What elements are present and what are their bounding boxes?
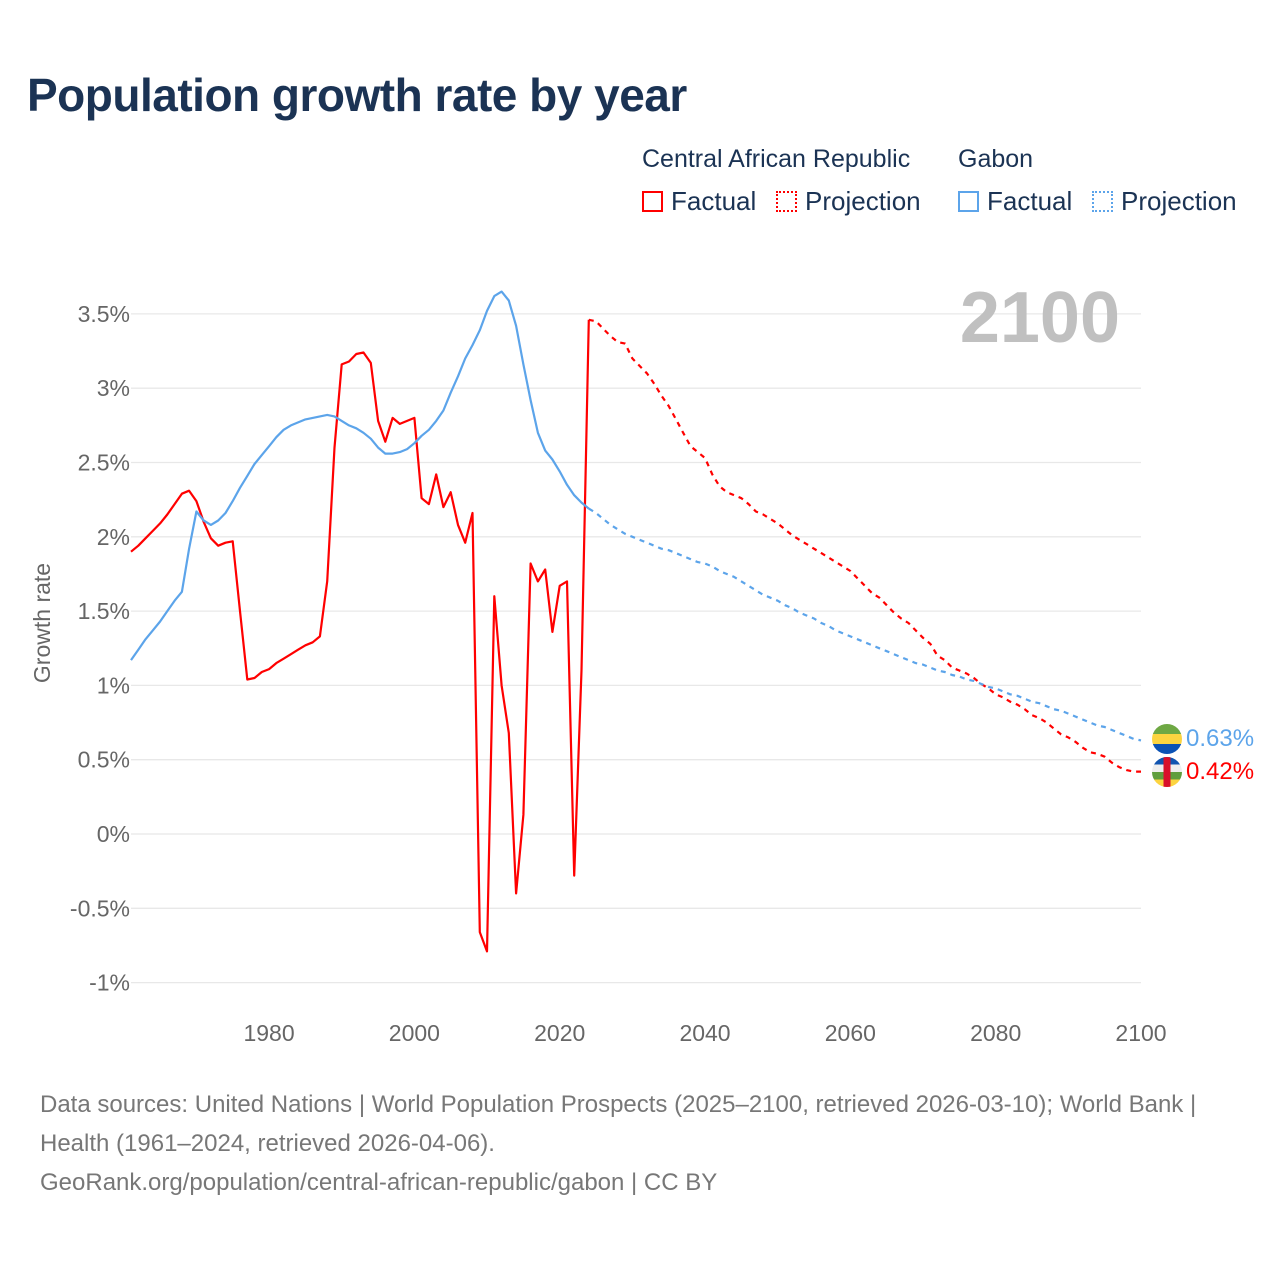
central-african-republic-flag-icon	[1152, 757, 1182, 787]
chart-title: Population growth rate by year	[27, 69, 687, 121]
x-tick-label: 2040	[679, 1020, 730, 1046]
legend-country-car: Central African Republic	[642, 145, 911, 173]
x-tick-label: 2080	[970, 1020, 1021, 1046]
gabon-factual-line	[130, 290, 590, 661]
gabon-projection-line	[588, 507, 1142, 742]
y-tick-label: 0%	[97, 821, 130, 847]
gabon-flag-icon	[1152, 724, 1182, 754]
y-tick-label: 3.5%	[78, 301, 130, 327]
y-axis-label: Growth rate	[29, 563, 55, 683]
attribution-link[interactable]: GeoRank.org/population/central-african-r…	[40, 1169, 718, 1196]
legend-car-factual[interactable]: Factual	[642, 186, 756, 217]
car-factual-line	[130, 319, 590, 953]
legend-gabon-projection[interactable]: Projection	[1092, 186, 1237, 217]
y-tick-label: 2.5%	[78, 450, 130, 476]
legend-swatch-dotted-icon	[1092, 191, 1113, 212]
x-tick-label: 2020	[534, 1020, 585, 1046]
end-label-gabon: 0.63%	[1186, 725, 1254, 752]
x-tick-label: 2100	[1115, 1020, 1166, 1046]
legend-label: Factual	[987, 186, 1073, 216]
legend-label: Projection	[805, 186, 921, 216]
legend-country-gabon: Gabon	[958, 145, 1034, 173]
current-year-label: 2100	[960, 278, 1120, 358]
y-tick-label: 1%	[97, 672, 130, 698]
legend-gabon-factual[interactable]: Factual	[958, 186, 1072, 217]
legend-label: Factual	[671, 186, 757, 216]
y-tick-label: -1%	[89, 970, 130, 996]
x-tick-label: 1980	[243, 1020, 294, 1046]
legend-swatch-solid-icon	[958, 191, 979, 212]
legend-label: Projection	[1121, 186, 1237, 216]
y-tick-label: 3%	[97, 375, 130, 401]
legend-swatch-dotted-icon	[776, 191, 797, 212]
y-tick-label: 2%	[97, 524, 130, 550]
y-tick-label: 1.5%	[78, 598, 130, 624]
x-tick-label: 2060	[825, 1020, 876, 1046]
legend-swatch-solid-icon	[642, 191, 663, 212]
x-tick-label: 2000	[389, 1020, 440, 1046]
legend-car-projection[interactable]: Projection	[776, 186, 921, 217]
end-label-car: 0.42%	[1186, 758, 1254, 785]
y-tick-label: 0.5%	[78, 747, 130, 773]
y-tick-label: -0.5%	[70, 895, 130, 921]
data-sources: Data sources: United Nations | World Pop…	[40, 1091, 1197, 1157]
